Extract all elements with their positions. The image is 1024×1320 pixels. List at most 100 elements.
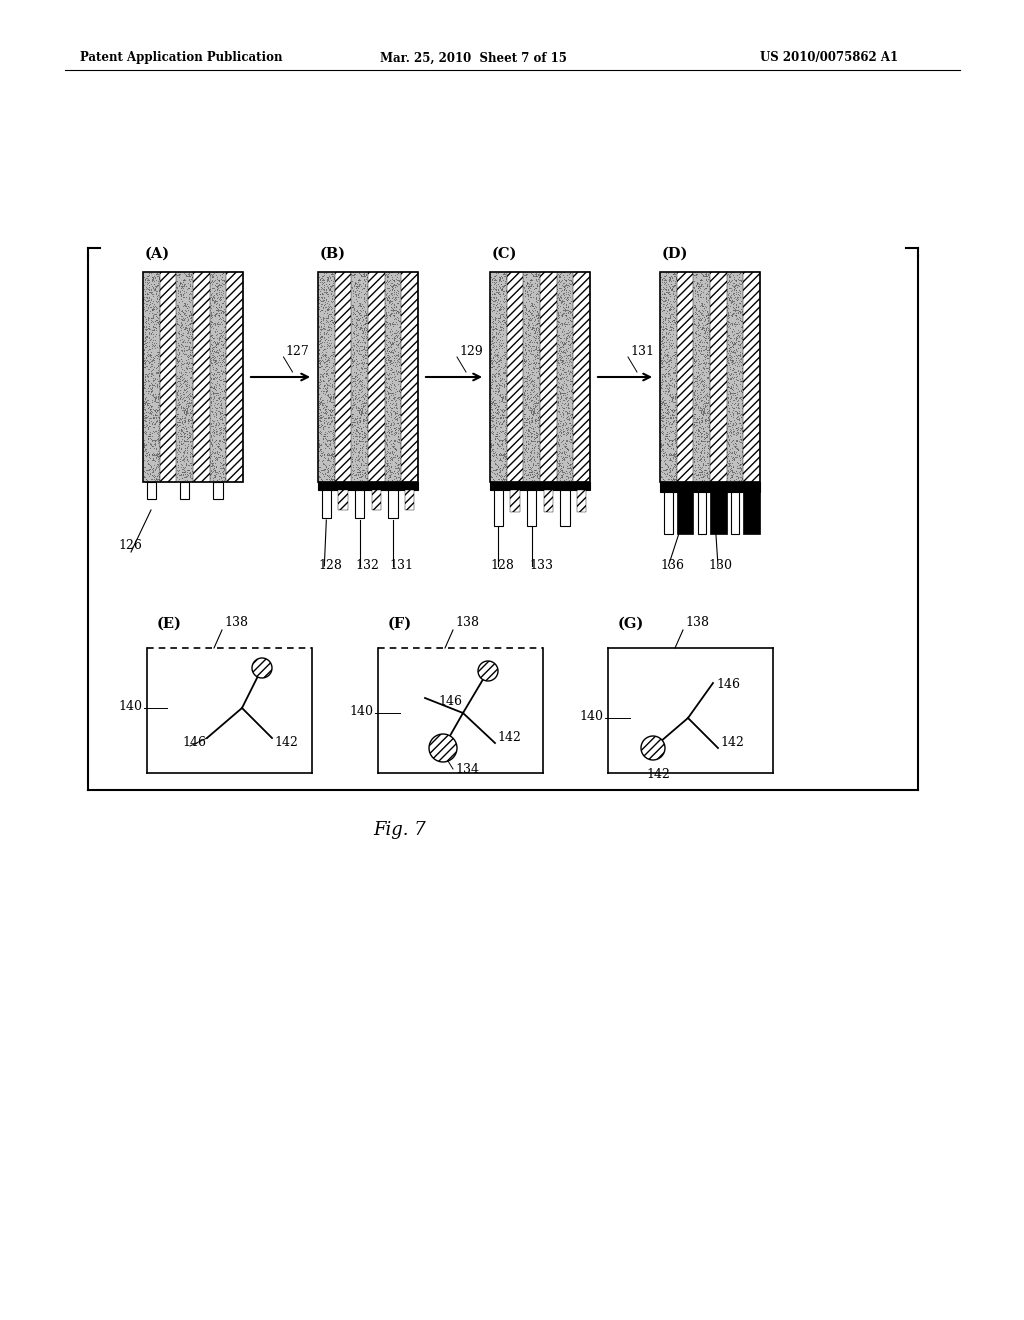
Point	[353, 356, 370, 378]
Point	[728, 384, 744, 405]
Point	[324, 313, 340, 334]
Point	[147, 267, 164, 288]
Point	[147, 438, 164, 459]
Point	[686, 313, 702, 334]
Point	[696, 424, 713, 445]
Point	[554, 378, 570, 399]
Point	[485, 355, 502, 376]
Point	[519, 273, 536, 294]
Point	[558, 378, 574, 399]
Point	[554, 397, 570, 418]
Point	[685, 263, 701, 284]
Point	[353, 426, 370, 447]
Point	[390, 301, 407, 322]
Point	[557, 301, 573, 322]
Point	[724, 446, 740, 467]
Point	[388, 409, 404, 430]
Point	[378, 444, 394, 465]
Point	[176, 403, 193, 424]
Point	[553, 445, 569, 466]
Point	[314, 418, 331, 440]
Point	[180, 268, 197, 289]
Point	[343, 450, 359, 471]
Point	[388, 370, 404, 391]
Point	[184, 438, 201, 459]
Point	[516, 387, 532, 408]
Point	[563, 362, 580, 383]
Point	[490, 281, 507, 302]
Point	[323, 405, 339, 426]
Point	[140, 327, 157, 348]
Point	[207, 275, 223, 296]
Point	[315, 279, 332, 300]
Point	[660, 391, 677, 412]
Point	[486, 309, 503, 330]
Point	[528, 446, 545, 467]
Point	[666, 263, 682, 284]
Point	[734, 273, 751, 294]
Point	[138, 392, 155, 413]
Point	[689, 412, 706, 433]
Point	[383, 360, 399, 381]
Point	[356, 392, 373, 413]
Point	[215, 286, 231, 308]
Point	[561, 313, 578, 334]
Point	[666, 288, 682, 309]
Polygon shape	[210, 272, 226, 482]
Point	[318, 281, 335, 302]
Point	[697, 351, 714, 372]
Point	[556, 371, 572, 392]
Point	[383, 375, 399, 396]
Point	[527, 305, 544, 326]
Point	[652, 312, 669, 333]
Point	[173, 471, 189, 492]
Point	[388, 319, 404, 341]
Point	[181, 444, 198, 465]
Point	[355, 459, 372, 480]
Point	[485, 351, 502, 372]
Point	[734, 337, 751, 358]
Point	[518, 388, 535, 409]
Point	[209, 371, 225, 392]
Point	[489, 345, 506, 366]
Point	[654, 323, 671, 345]
Point	[516, 384, 532, 405]
Point	[318, 363, 335, 384]
Point	[386, 384, 402, 405]
Point	[148, 455, 165, 477]
Point	[485, 434, 502, 455]
Point	[383, 397, 399, 418]
Point	[488, 463, 505, 484]
Point	[721, 285, 737, 306]
Point	[315, 272, 332, 293]
Point	[209, 314, 225, 335]
Point	[488, 437, 505, 458]
Point	[392, 407, 409, 428]
Point	[138, 414, 155, 436]
Point	[387, 381, 403, 403]
Point	[386, 422, 402, 444]
Point	[178, 399, 195, 420]
Point	[144, 300, 161, 321]
Point	[692, 447, 709, 469]
Point	[138, 337, 155, 358]
Point	[486, 289, 503, 310]
Point	[151, 469, 167, 490]
Point	[343, 397, 359, 418]
Point	[658, 362, 675, 383]
Point	[654, 333, 671, 354]
Point	[169, 457, 185, 478]
Point	[389, 264, 406, 285]
Point	[698, 292, 715, 313]
Point	[173, 277, 189, 298]
Point	[177, 363, 194, 384]
Point	[319, 422, 336, 444]
Point	[696, 417, 713, 438]
Point	[556, 346, 572, 367]
Point	[694, 454, 711, 475]
Point	[218, 364, 234, 385]
Point	[561, 284, 578, 305]
Point	[211, 345, 227, 366]
Point	[170, 282, 186, 304]
Point	[386, 284, 402, 305]
